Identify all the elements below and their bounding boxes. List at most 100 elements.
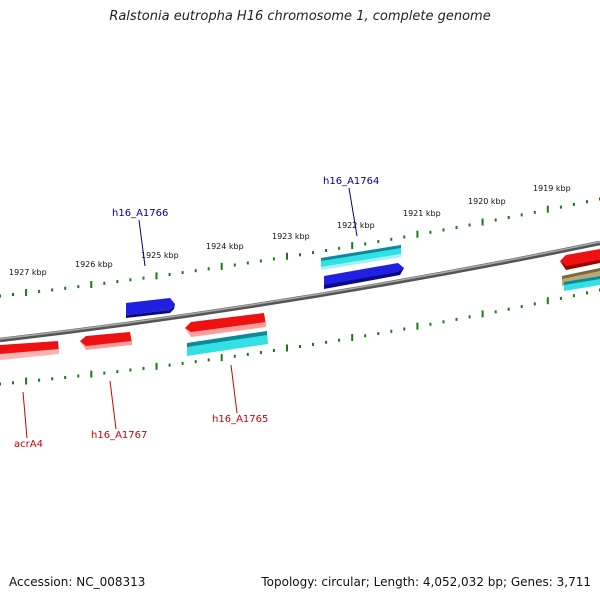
gene-right-edge-forward[interactable] [560, 249, 600, 270]
rna-feature-2[interactable] [187, 331, 268, 356]
major-tick [351, 334, 354, 341]
major-tick [546, 205, 549, 213]
minor-tick [429, 230, 432, 234]
minor-tick [429, 322, 432, 326]
minor-tick [129, 278, 132, 282]
tick-label: 1926 kbp [75, 260, 113, 269]
minor-tick [51, 288, 54, 292]
major-tick [90, 370, 93, 378]
minor-tick [364, 334, 367, 338]
tick-label: 1920 kbp [468, 197, 506, 206]
tick-label: 1922 kbp [337, 221, 375, 230]
minor-tick [116, 370, 119, 374]
minor-tick [0, 294, 1, 298]
minor-tick [207, 267, 210, 271]
minor-tick [38, 289, 41, 293]
minor-tick [520, 213, 523, 217]
major-tick [481, 218, 484, 226]
minor-tick [494, 310, 497, 314]
minor-tick [325, 249, 328, 252]
minor-tick [194, 360, 197, 364]
map-title: Ralstonia eutropha H16 chromosome 1, com… [109, 9, 491, 24]
minor-tick [246, 261, 249, 265]
minor-tick [559, 205, 562, 209]
minor-tick [494, 218, 497, 222]
major-tick [220, 262, 223, 270]
minor-tick [142, 366, 145, 370]
minor-tick [533, 210, 536, 214]
minor-tick [364, 242, 367, 246]
minor-tick [272, 257, 275, 261]
minor-tick [103, 281, 106, 285]
gene-acrA4[interactable] [0, 341, 59, 360]
minor-tick [77, 285, 80, 289]
gene-h16-A1766[interactable] [126, 298, 175, 318]
gene-h16-A1764[interactable] [324, 263, 404, 289]
genome-summary: Topology: circular; Length: 4,052,032 bp… [261, 575, 591, 589]
major-tick [286, 252, 288, 260]
minor-tick [377, 240, 380, 244]
tick-label: 1924 kbp [206, 242, 244, 251]
minor-tick [299, 253, 301, 257]
tick-label: 1919 kbp [533, 184, 571, 193]
rna-feature-1[interactable] [321, 245, 401, 270]
major-tick [416, 230, 419, 238]
minor-tick [377, 332, 380, 336]
minor-tick [181, 271, 184, 275]
minor-tick [116, 280, 119, 284]
minor-tick [572, 202, 575, 206]
minor-tick [507, 307, 510, 311]
minor-tick [572, 294, 575, 298]
major-tick [220, 354, 223, 362]
leader-h16-A1765 [230, 364, 238, 414]
chromosome-backbone-highlight [0, 241, 600, 340]
minor-tick [12, 381, 14, 385]
minor-tick [233, 354, 236, 358]
tick-label: 1923 kbp [272, 232, 310, 241]
major-tick [155, 272, 158, 280]
major-tick [481, 310, 484, 318]
minor-tick [312, 342, 314, 346]
minor-tick [51, 377, 54, 381]
minor-tick [442, 320, 445, 324]
major-tick [90, 281, 93, 288]
gene-h16-A1765[interactable] [185, 313, 266, 337]
minor-tick [325, 340, 328, 344]
minor-tick [168, 273, 171, 276]
minor-tick [64, 286, 67, 290]
gene-label-h16-A1767: h16_A1767 [91, 430, 147, 441]
minor-tick [586, 291, 588, 295]
minor-tick [559, 296, 562, 300]
minor-tick [533, 302, 536, 306]
minor-tick [194, 269, 197, 273]
tick-label: 1925 kbp [141, 251, 179, 260]
minor-tick [442, 228, 445, 232]
minor-tick [299, 345, 301, 348]
major-tick [286, 344, 288, 352]
minor-tick [507, 216, 510, 219]
gene-label-h16-A1766: h16_A1766 [112, 208, 168, 219]
minor-tick [468, 223, 471, 227]
minor-tick [129, 368, 132, 372]
minor-tick [338, 338, 341, 342]
gene-h16-A1767[interactable] [80, 332, 132, 350]
minor-tick [520, 305, 523, 309]
minor-tick [64, 376, 67, 379]
minor-tick [455, 317, 458, 321]
minor-tick [586, 200, 588, 204]
minor-tick [403, 235, 406, 239]
minor-tick [12, 293, 14, 296]
major-tick [546, 297, 549, 305]
major-tick [351, 242, 354, 250]
rna-feature-right-edge[interactable] [564, 276, 600, 291]
leader-h16-A1764 [348, 187, 358, 237]
minor-tick [390, 329, 393, 333]
minor-tick [338, 246, 341, 250]
leader-h16-A1767 [109, 380, 117, 430]
minor-tick [233, 263, 236, 267]
minor-tick [181, 361, 184, 365]
major-tick [25, 289, 28, 296]
leader-h16-A1766 [138, 219, 146, 267]
minor-tick [455, 226, 458, 229]
